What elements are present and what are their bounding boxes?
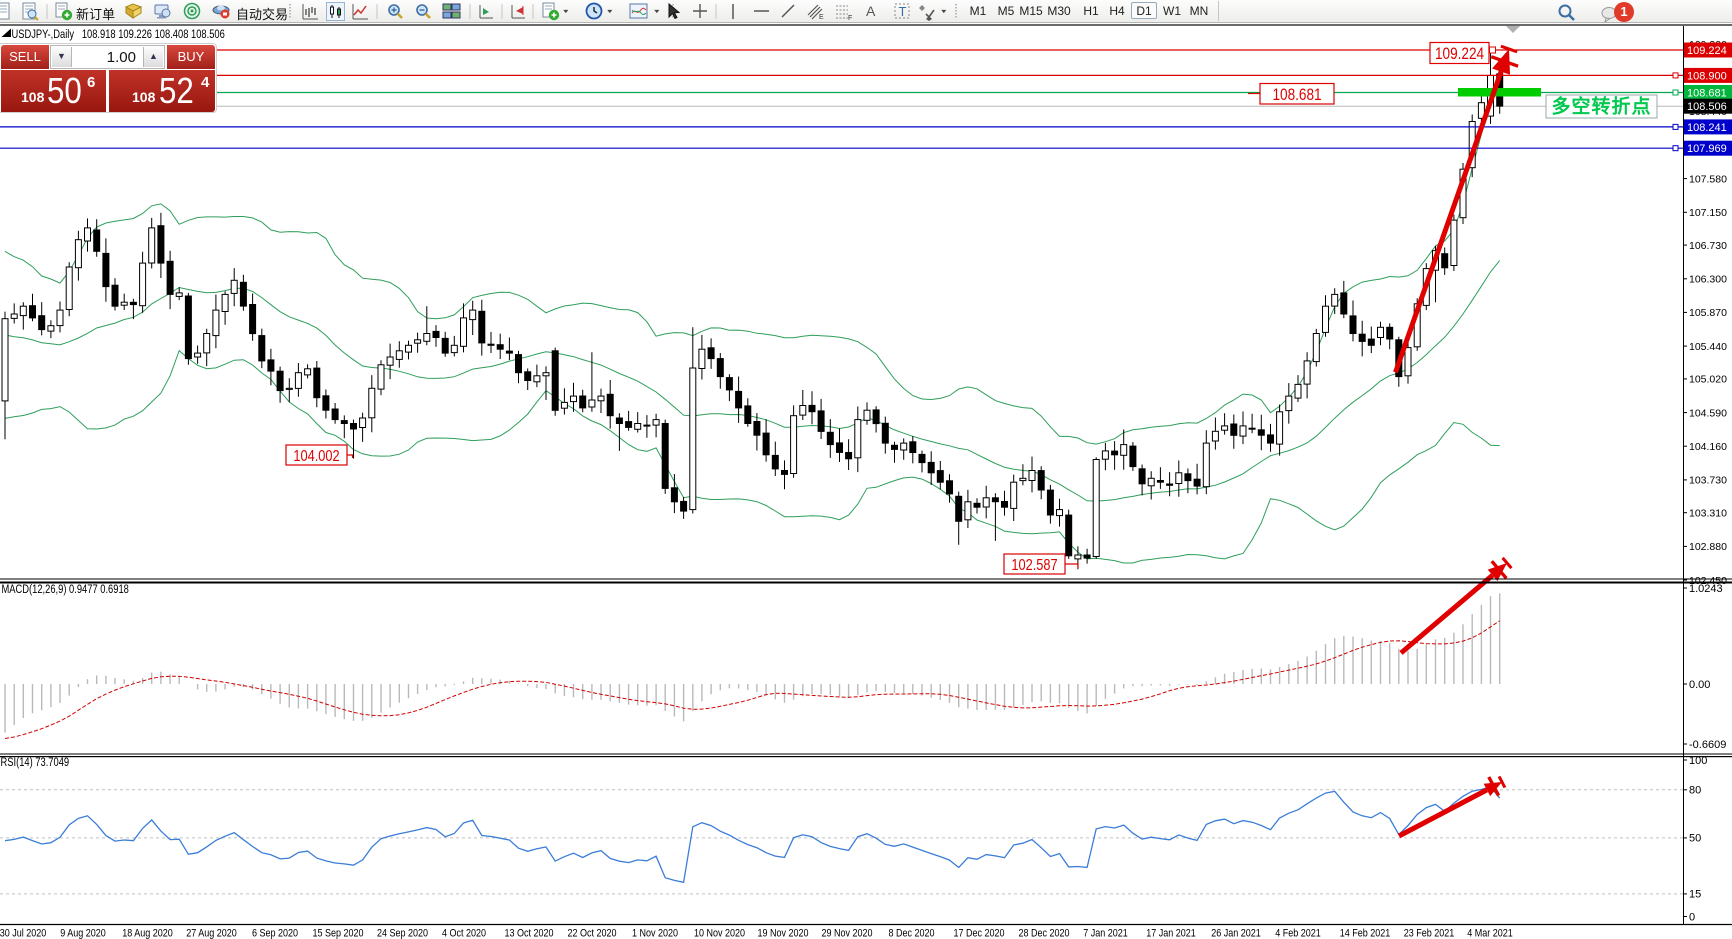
svg-text:8 Dec 2020: 8 Dec 2020 xyxy=(888,928,934,939)
svg-text:109.224: 109.224 xyxy=(1435,45,1484,64)
svg-text:29 Nov 2020: 29 Nov 2020 xyxy=(821,928,872,939)
svg-text:18 Aug 2020: 18 Aug 2020 xyxy=(122,928,173,939)
svg-text:103.730: 103.730 xyxy=(1689,475,1727,487)
svg-text:1.0243: 1.0243 xyxy=(1689,583,1723,595)
svg-text:102.880: 102.880 xyxy=(1689,541,1727,553)
svg-text:109.224: 109.224 xyxy=(1687,45,1727,57)
svg-text:4 Oct 2020: 4 Oct 2020 xyxy=(442,928,486,939)
svg-text:15 Sep 2020: 15 Sep 2020 xyxy=(312,928,363,939)
svg-text:F: F xyxy=(848,15,852,21)
svg-text:102.587: 102.587 xyxy=(1011,557,1057,575)
svg-text:15: 15 xyxy=(1689,889,1701,901)
svg-text:107.150: 107.150 xyxy=(1689,207,1727,219)
svg-text:108.681: 108.681 xyxy=(1272,86,1321,105)
svg-text:-0.6609: -0.6609 xyxy=(1689,739,1726,751)
svg-text:108.241: 108.241 xyxy=(1687,122,1727,134)
svg-text:104.002: 104.002 xyxy=(293,448,339,466)
svg-text:27 Aug 2020: 27 Aug 2020 xyxy=(186,928,237,939)
svg-text:1 Nov 2020: 1 Nov 2020 xyxy=(632,928,678,939)
svg-text:26 Jan 2021: 26 Jan 2021 xyxy=(1211,928,1261,939)
svg-text:105.020: 105.020 xyxy=(1689,374,1727,386)
svg-text:102.450: 102.450 xyxy=(1689,575,1727,587)
svg-text:100: 100 xyxy=(1689,755,1707,767)
svg-text:105.870: 105.870 xyxy=(1689,307,1727,319)
svg-text:9 Aug 2020: 9 Aug 2020 xyxy=(60,928,106,939)
svg-text:22 Oct 2020: 22 Oct 2020 xyxy=(567,928,616,939)
svg-text:104.590: 104.590 xyxy=(1689,407,1727,419)
svg-text:RSI(14) 73.7049: RSI(14) 73.7049 xyxy=(1,756,70,769)
svg-text:80: 80 xyxy=(1689,785,1701,797)
svg-text:6 Sep 2020: 6 Sep 2020 xyxy=(252,928,298,939)
svg-text:19 Nov 2020: 19 Nov 2020 xyxy=(757,928,808,939)
svg-text:多空转折点: 多空转折点 xyxy=(1551,95,1651,118)
svg-text:106.730: 106.730 xyxy=(1689,240,1727,252)
svg-text:10 Nov 2020: 10 Nov 2020 xyxy=(694,928,745,939)
svg-text:24 Sep 2020: 24 Sep 2020 xyxy=(377,928,428,939)
svg-text:107.969: 107.969 xyxy=(1687,143,1727,155)
svg-text:13 Oct 2020: 13 Oct 2020 xyxy=(504,928,553,939)
svg-text:17 Jan 2021: 17 Jan 2021 xyxy=(1146,928,1196,939)
svg-text:104.160: 104.160 xyxy=(1689,441,1727,453)
svg-text:14 Feb 2021: 14 Feb 2021 xyxy=(1340,928,1391,939)
svg-text:MACD(12,26,9) 0.9477 0.6918: MACD(12,26,9) 0.9477 0.6918 xyxy=(2,583,129,596)
svg-text:103.310: 103.310 xyxy=(1689,508,1727,520)
svg-text:USDJPY-,Daily 108.918 109.22: USDJPY-,Daily 108.918 109.226 108.408 10… xyxy=(12,28,225,41)
svg-text:T: T xyxy=(899,4,907,19)
svg-text:108.681: 108.681 xyxy=(1687,88,1727,100)
svg-text:17 Dec 2020: 17 Dec 2020 xyxy=(953,928,1004,939)
svg-text:105.440: 105.440 xyxy=(1689,341,1727,353)
svg-text:107.580: 107.580 xyxy=(1689,173,1727,185)
svg-text:0.00: 0.00 xyxy=(1689,679,1710,691)
svg-text:28 Dec 2020: 28 Dec 2020 xyxy=(1018,928,1069,939)
svg-text:A: A xyxy=(866,3,876,19)
svg-text:108.900: 108.900 xyxy=(1687,70,1727,82)
svg-text:50: 50 xyxy=(1689,833,1701,845)
svg-text:23 Feb 2021: 23 Feb 2021 xyxy=(1404,928,1455,939)
svg-text:30 Jul 2020: 30 Jul 2020 xyxy=(0,928,47,939)
svg-text:4 Mar 2021: 4 Mar 2021 xyxy=(1467,928,1513,939)
svg-text:E: E xyxy=(819,14,824,21)
svg-text:7 Jan 2021: 7 Jan 2021 xyxy=(1083,928,1128,939)
svg-text:108.506: 108.506 xyxy=(1687,101,1727,113)
svg-text:4 Feb 2021: 4 Feb 2021 xyxy=(1275,928,1321,939)
svg-text:106.300: 106.300 xyxy=(1689,274,1727,286)
svg-text:0: 0 xyxy=(1689,911,1695,923)
